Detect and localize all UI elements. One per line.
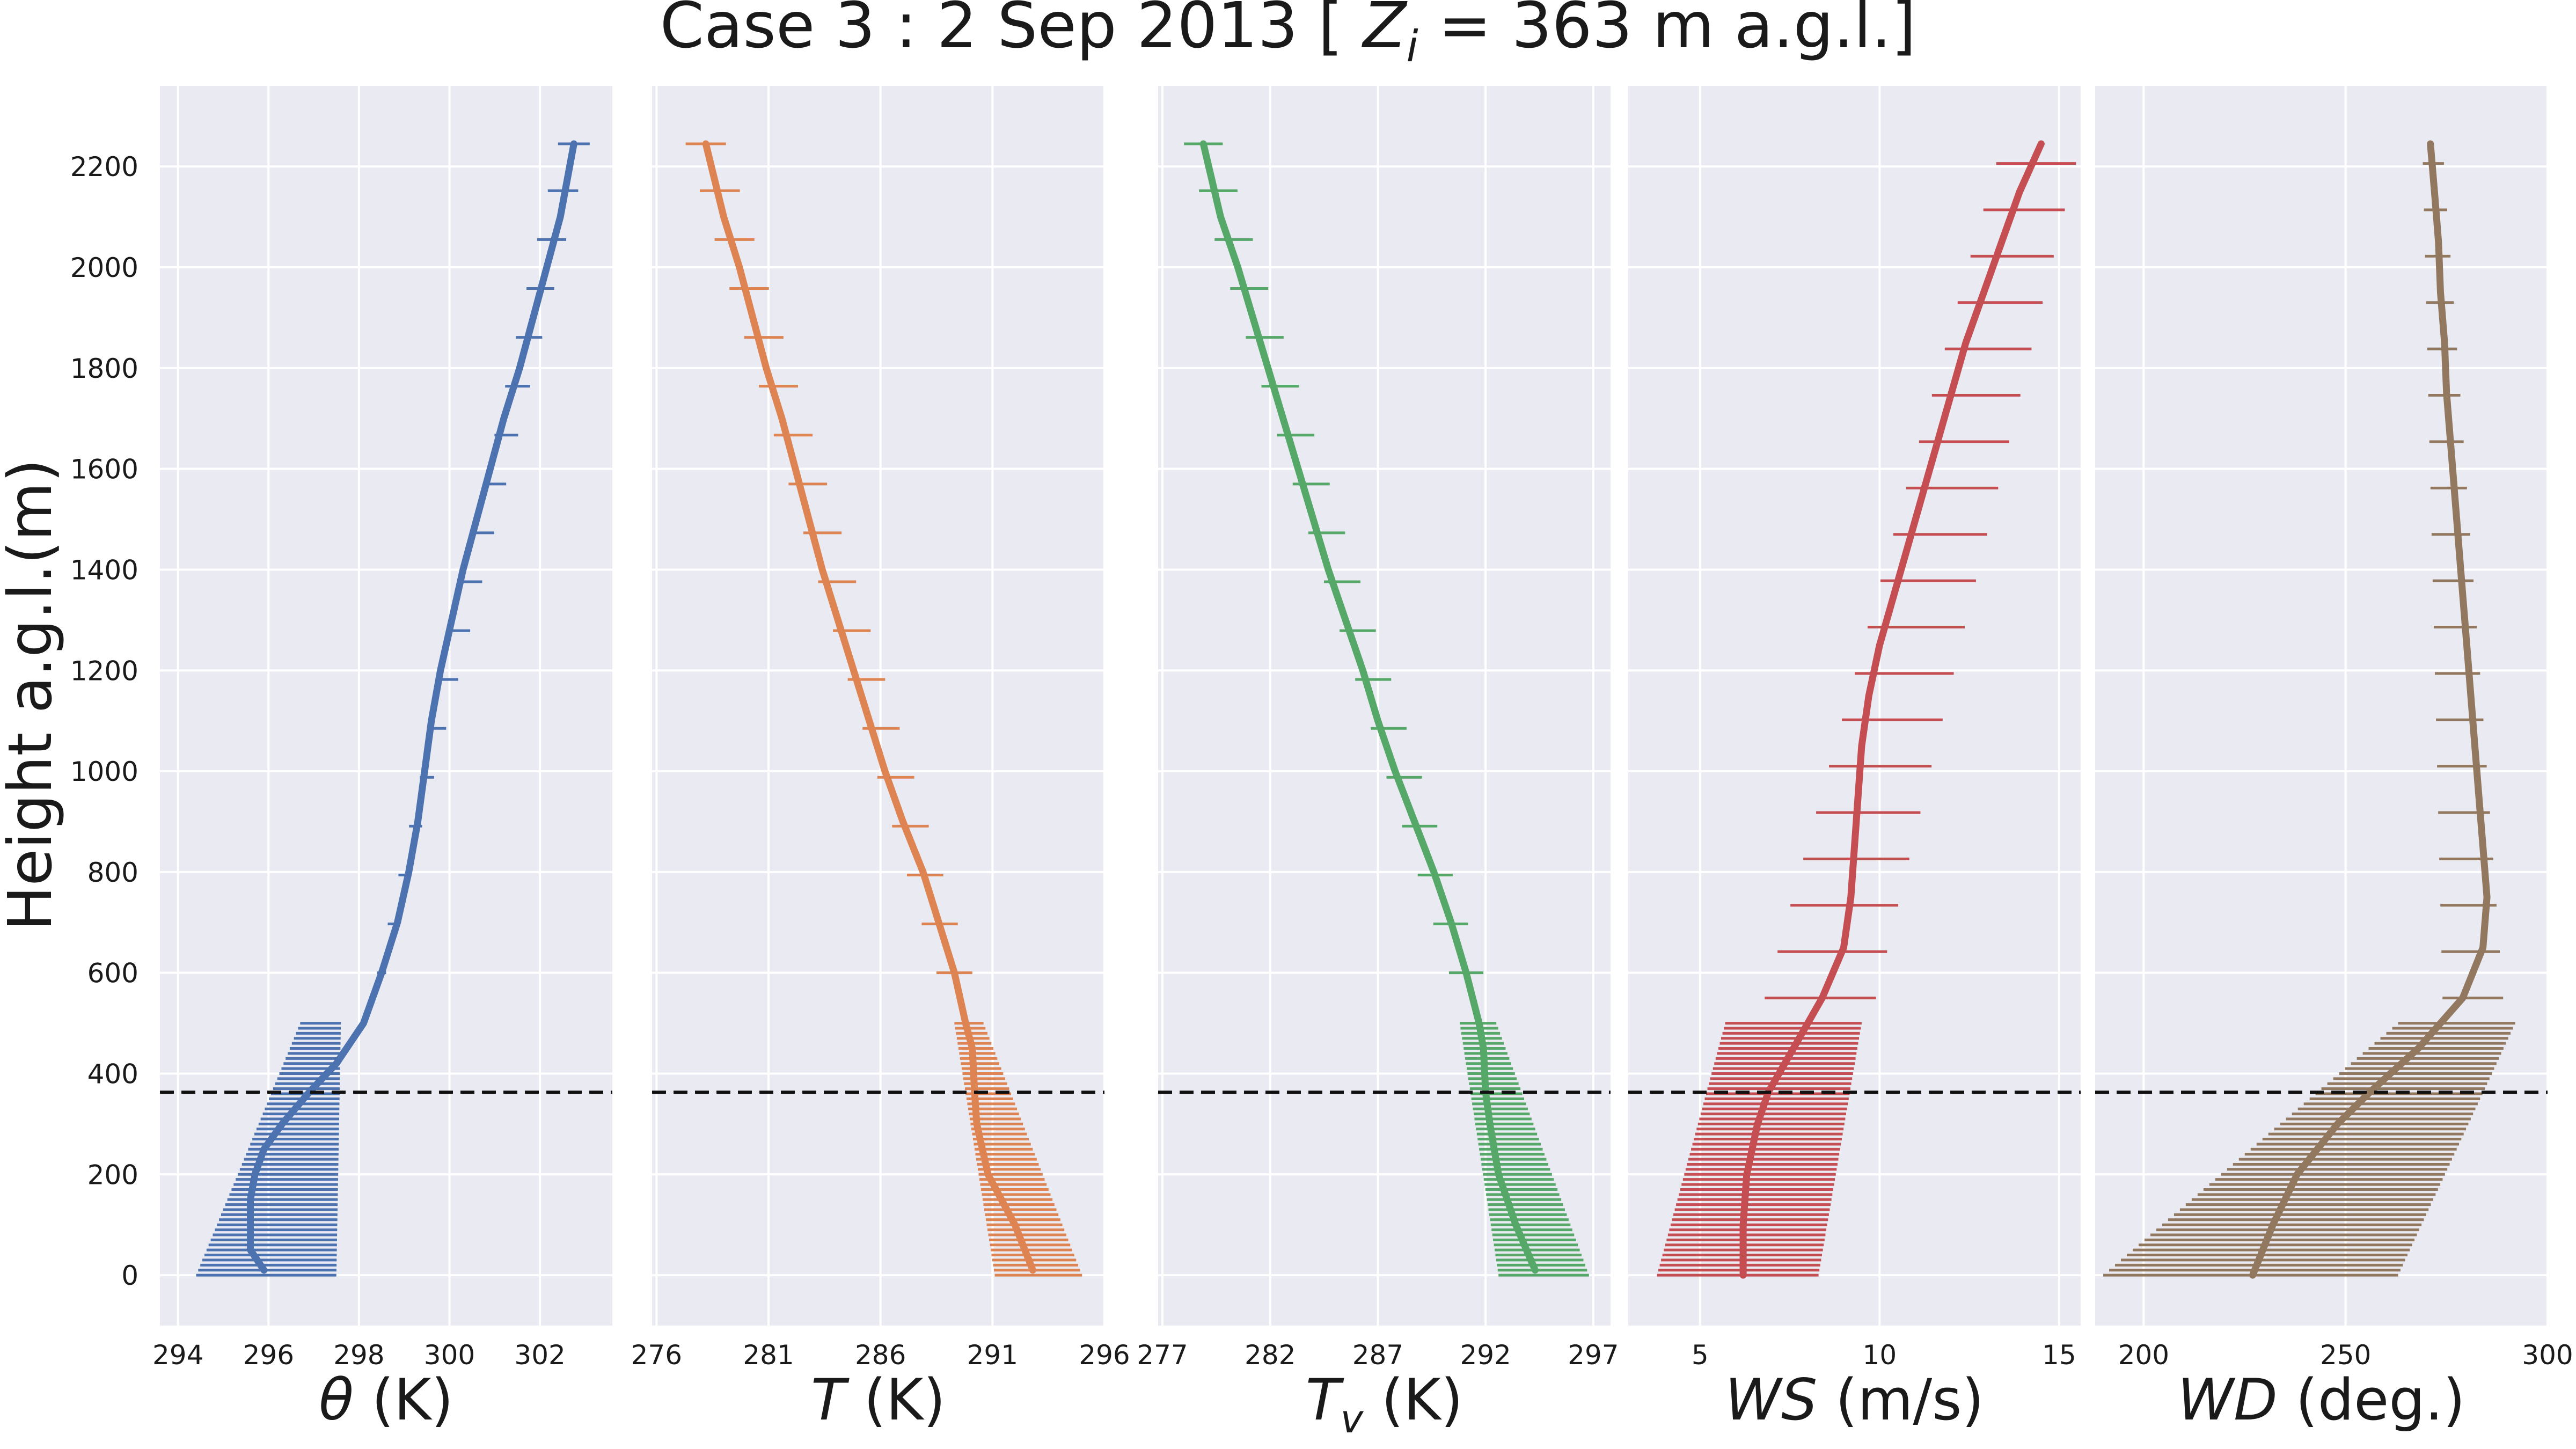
x-tick-label: 300 <box>424 1340 475 1371</box>
y-tick-label: 1000 <box>70 756 138 787</box>
x-axis-label-symbol: WD <box>2177 1367 2277 1433</box>
x-tick-label: 15 <box>2042 1340 2076 1371</box>
x-axis-label: WS (m/s) <box>1725 1367 1984 1433</box>
x-axis-label: θ (K) <box>319 1367 453 1433</box>
panel-temperature: 276 281 286 291 296 T (K) <box>631 86 1130 1433</box>
x-tick-label: 277 <box>1137 1340 1188 1371</box>
profile-line <box>1199 140 1539 1274</box>
y-tick-label: 400 <box>87 1058 138 1089</box>
x-tick-label: 291 <box>967 1340 1018 1371</box>
x-tick-label: 287 <box>1352 1340 1403 1371</box>
y-axis-label: Height a.g.l.(m) <box>0 459 65 931</box>
y-tick-label: 1400 <box>70 554 138 586</box>
y-tick-label: 1800 <box>70 353 138 384</box>
panel-theta: 294 296 298 300 302 0 200 400 600 800 1000 1200 1400… <box>70 86 612 1433</box>
y-tick-label: 0 <box>121 1260 138 1291</box>
x-tick-label: 286 <box>855 1340 906 1371</box>
x-tick-label: 297 <box>1568 1340 1619 1371</box>
panel-wind_speed: 5 10 15 WS (m/s) <box>1628 86 2081 1433</box>
x-axis-label-unit: (K) <box>846 1367 946 1433</box>
figure-title: Case 3 : 2 Sep 2013 [ Zi = 363 m a.g.l.] <box>660 0 1916 71</box>
x-tick-label: 250 <box>2320 1340 2371 1371</box>
x-tick-label: 276 <box>631 1340 682 1371</box>
x-axis-label-symbol: WS <box>1725 1367 1817 1433</box>
profile-line <box>1739 140 2045 1279</box>
panel-background <box>652 86 1104 1326</box>
y-tick-label: 800 <box>87 857 138 888</box>
panel-background <box>1158 86 1611 1326</box>
x-axis-label: Tv (K) <box>1306 1367 1463 1441</box>
y-tick-label: 1600 <box>70 454 138 485</box>
x-tick-label: 296 <box>243 1340 294 1371</box>
panel-virtual_temperature: 277 282 287 292 297 Tv (K) <box>1137 86 1619 1441</box>
x-axis-label-unit: (K) <box>354 1367 453 1433</box>
x-tick-label: 300 <box>2522 1340 2573 1371</box>
x-tick-label: 294 <box>152 1340 203 1371</box>
x-axis-label-unit: (deg.) <box>2278 1367 2465 1433</box>
x-tick-label: 5 <box>1692 1340 1709 1371</box>
panels-group: 294 296 298 300 302 0 200 400 600 800 1000 1200 1400… <box>70 86 2573 1441</box>
x-tick-label: 296 <box>1079 1340 1130 1371</box>
y-tick-label: 1200 <box>70 655 138 686</box>
panel-wind_direction: 200 250 300 WD (deg.) <box>2095 86 2573 1433</box>
profile-line <box>247 140 577 1274</box>
x-tick-label: 282 <box>1245 1340 1296 1371</box>
x-tick-label: 298 <box>333 1340 384 1371</box>
x-axis-label-symbol: T <box>1306 1367 1344 1433</box>
y-tick-label: 600 <box>87 958 138 989</box>
x-axis-label-symbol: θ <box>319 1367 354 1433</box>
profile-line <box>2249 140 2491 1279</box>
y-tick-label: 2200 <box>70 151 138 182</box>
x-tick-label: 292 <box>1460 1340 1511 1371</box>
x-tick-label: 10 <box>1863 1340 1897 1371</box>
x-axis-label-unit: (m/s) <box>1817 1367 1984 1433</box>
x-axis-label: T (K) <box>811 1367 946 1433</box>
x-axis-label: WD (deg.) <box>2177 1367 2465 1433</box>
y-tick-label: 200 <box>87 1159 138 1190</box>
x-axis-label-symbol: T <box>811 1367 850 1433</box>
x-tick-label: 200 <box>2118 1340 2169 1371</box>
profile-line <box>702 140 1036 1274</box>
x-axis-label-unit: (K) <box>1363 1367 1463 1433</box>
x-axis-label-subscript: v <box>1341 1396 1364 1441</box>
x-tick-label: 302 <box>514 1340 565 1371</box>
y-tick-label: 2000 <box>70 252 138 283</box>
x-tick-label: 281 <box>743 1340 794 1371</box>
